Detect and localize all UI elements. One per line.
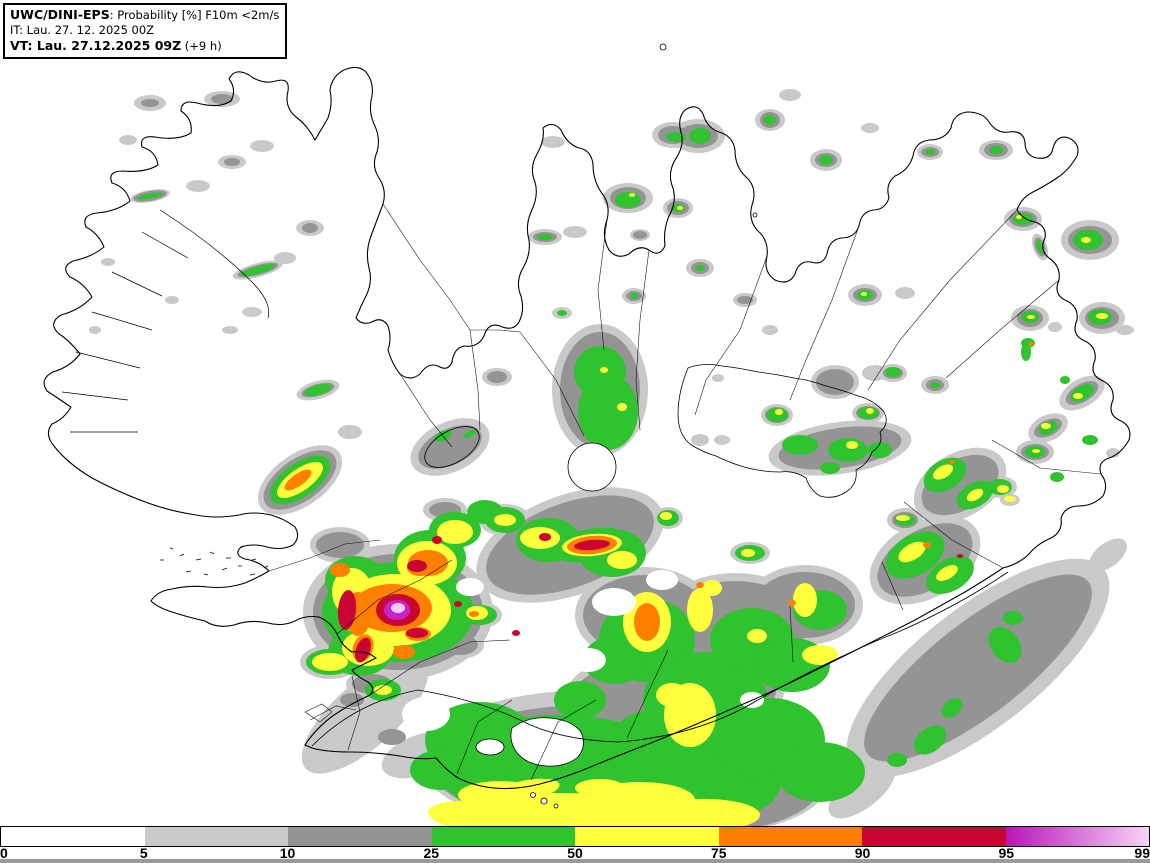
colorbar-tick-75: 75 [710,845,727,861]
colorbar-segment-90-95 [862,827,1006,846]
fjord-lines [61,209,269,433]
colorbar-segment-5-10 [144,827,288,846]
colorbar-tick-90: 90 [854,845,871,861]
colorbar [0,826,1150,847]
prob-gte-95-layer [384,600,410,620]
init-time-line: IT: Lau. 27. 12. 2025 00Z [10,23,155,37]
model-name: UWC/DINI-EPS [10,7,110,22]
ring-road [311,571,1009,747]
valid-time: VT: Lau. 27.12.2025 09Z [10,38,182,53]
colorbar-tick-95: 95 [998,845,1015,861]
valid-time-offset: (+9 h) [181,39,222,53]
product-name: : Probability [%] F10m <2m/s [109,8,280,22]
colorbar-segment-0-5 [0,827,145,846]
langjokull-outline [424,426,480,468]
breidafjordur-islets [160,545,269,576]
colorbar-tick-10: 10 [279,845,296,861]
colorbar-tick-99: 99 [1134,845,1150,861]
colorbar-segment-95-99 [1005,827,1150,846]
colorbar-tick-labels: 0 5 10 25 50 75 90 95 99 [0,845,1150,861]
title-box: UWC/DINI-EPS: Probability [%] F10m <2m/s… [3,3,288,59]
bottom-strip [0,859,1150,863]
islands [530,43,758,809]
colorbar-segment-75-90 [718,827,862,846]
myrdalsjokull-outline [510,717,584,767]
colorbar-tick-25: 25 [423,845,440,861]
coastline [43,66,1131,790]
glacier-outlines [424,364,887,767]
colorbar-tick-5: 5 [139,845,148,861]
vatnajokull-outline [677,364,887,498]
colorbar-tick-0: 0 [0,845,8,861]
eyjafjallajokull-outline [475,738,505,756]
title-line: UWC/DINI-EPS: Probability [%] F10m <2m/s [10,7,279,23]
colorbar-segment-25-50 [431,827,575,846]
colorbar-tick-50: 50 [567,845,583,861]
colorbar-segment-50-75 [575,827,719,846]
colorbar-segment-10-25 [288,827,432,846]
valid-time-line: VT: Lau. 27.12.2025 09Z (+9 h) [10,38,279,54]
boundary-lines [268,203,1102,781]
hofsjokull-outline [567,442,617,492]
